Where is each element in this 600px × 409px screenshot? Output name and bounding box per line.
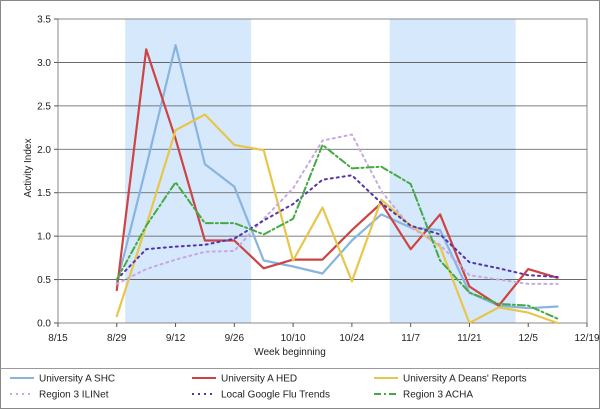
x-tick-label: 9/12 bbox=[166, 333, 186, 344]
y-tick-label: 0.5 bbox=[37, 275, 51, 286]
y-tick-label: 3.5 bbox=[37, 15, 51, 26]
legend: University A SHC University A HED Universi… bbox=[10, 374, 527, 401]
x-tick-label: 8/29 bbox=[107, 333, 127, 344]
x-tick-label: 11/21 bbox=[457, 333, 482, 344]
legend-label: Region 3 ACHA bbox=[403, 390, 473, 401]
legend-label: Region 3 ILINet bbox=[39, 390, 109, 401]
series-lines bbox=[115, 43, 559, 325]
y-tick-label: 0.0 bbox=[37, 319, 51, 330]
series-line-6 bbox=[115, 143, 559, 320]
x-tick-label: 10/10 bbox=[281, 333, 306, 344]
legend-separator bbox=[0, 368, 600, 369]
legend-label: University A Deans' Reports bbox=[403, 374, 527, 385]
x-tick-label: 10/24 bbox=[339, 333, 364, 344]
y-tick-label: 1.0 bbox=[37, 232, 51, 243]
y-axis-label: Activity Index bbox=[23, 139, 34, 198]
y-tick-label: 2.0 bbox=[37, 145, 51, 156]
legend-label: Local Google Flu Trends bbox=[221, 390, 330, 401]
x-axis-ticks: 8/15 8/29 9/12 9/26 10/10 10/24 11/7 11/21 12/5 1… bbox=[48, 323, 600, 344]
x-tick-label: 12/5 bbox=[518, 333, 538, 344]
y-axis-ticks: 0.0 0.5 1.0 1.5 2.0 2.5 3.0 3.5 bbox=[37, 15, 58, 330]
x-tick-label: 12/19 bbox=[574, 333, 599, 344]
y-tick-label: 1.5 bbox=[37, 188, 51, 199]
legend-label: University A SHC bbox=[39, 374, 115, 385]
x-tick-label: 8/15 bbox=[48, 333, 68, 344]
series-line-4 bbox=[115, 133, 559, 285]
legend-label: University A HED bbox=[221, 374, 297, 385]
x-tick-label: 11/7 bbox=[401, 333, 420, 344]
series-line-3 bbox=[115, 113, 559, 325]
x-axis-label: Week beginning bbox=[254, 347, 326, 358]
y-tick-label: 2.5 bbox=[37, 101, 51, 112]
x-tick-label: 9/26 bbox=[225, 333, 245, 344]
plot-area-border bbox=[57, 18, 588, 324]
shaded-periods bbox=[125, 19, 516, 323]
y-tick-label: 3.0 bbox=[37, 58, 51, 69]
series-line-5 bbox=[115, 174, 559, 281]
shaded-period-2 bbox=[389, 19, 516, 323]
